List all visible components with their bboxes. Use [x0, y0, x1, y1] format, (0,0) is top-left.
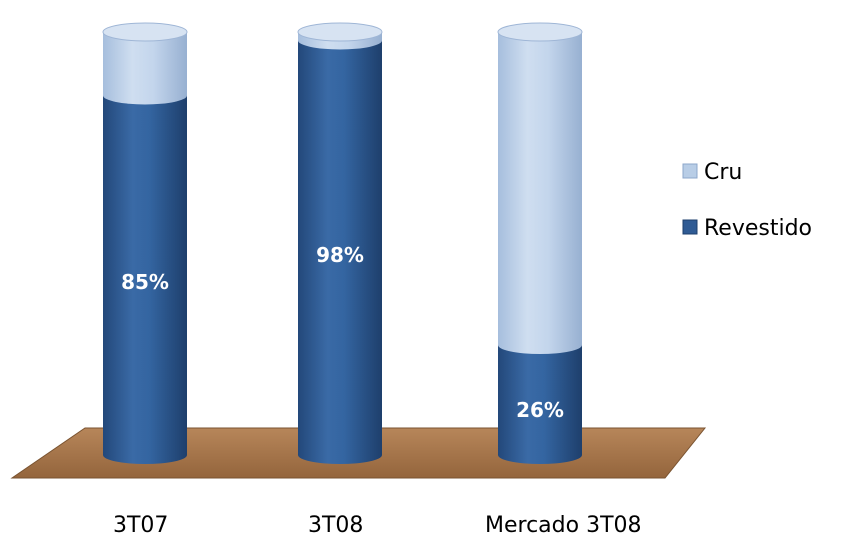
cylinder-bar	[497, 22, 583, 464]
legend-label-revestido: Revestido	[704, 216, 812, 241]
legend-label-cru: Cru	[704, 160, 742, 185]
bar-top-cap-2	[497, 22, 583, 42]
bar-revestido-2	[498, 345, 582, 464]
cylinder-bar	[297, 22, 383, 465]
category-label-2: Mercado 3T08	[485, 513, 642, 538]
bar-cru-2	[498, 32, 582, 355]
data-label-revestido-0: 85%	[121, 270, 169, 294]
bar-revestido-0	[103, 95, 187, 464]
legend-swatch-cru	[682, 163, 698, 179]
category-label-1: 3T08	[308, 513, 363, 538]
category-label-0: 3T07	[113, 513, 168, 538]
bars-group: 85% 98% 26%	[102, 22, 583, 465]
legend: Cru Revestido	[682, 160, 812, 241]
data-label-revestido-1: 98%	[316, 243, 364, 267]
cylinder-bar	[102, 22, 188, 464]
bar-top-cap-0	[102, 22, 188, 42]
legend-swatch-revestido	[682, 219, 698, 235]
data-label-revestido-2: 26%	[516, 398, 564, 422]
bar-top-cap-1	[297, 22, 383, 42]
bar-revestido-1	[298, 40, 382, 465]
bar-cru-0	[103, 32, 187, 105]
category-labels: 3T07 3T08 Mercado 3T08	[113, 513, 642, 538]
